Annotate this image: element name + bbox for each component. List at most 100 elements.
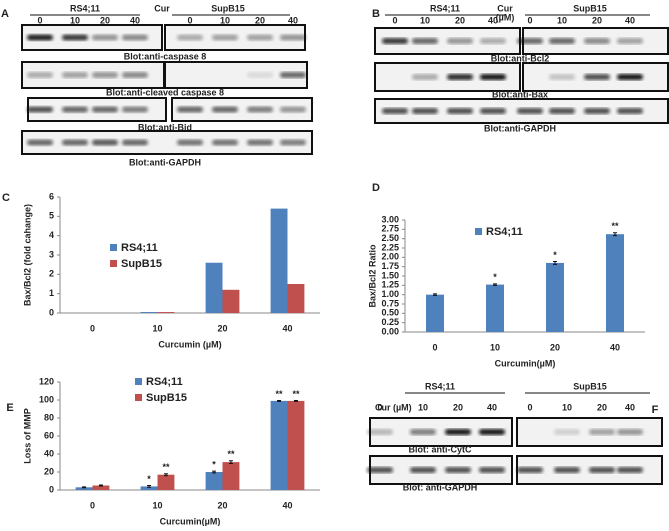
- error-bar: [82, 486, 87, 489]
- band: [410, 467, 436, 473]
- y-tick-label: 40: [44, 448, 54, 458]
- y-tick-label: 20: [44, 466, 54, 476]
- bar: [287, 284, 305, 313]
- bar: [205, 262, 223, 313]
- x-tick-label: 0: [90, 323, 95, 333]
- band: [92, 106, 118, 113]
- y-tick-label: 1.25: [381, 280, 399, 290]
- band: [367, 429, 393, 435]
- lane-label: 40: [488, 15, 498, 25]
- lane-label: 20: [255, 15, 265, 25]
- lane-label: 0: [187, 15, 192, 25]
- band: [480, 38, 506, 44]
- lane-label: 10: [562, 402, 572, 412]
- band: [447, 108, 473, 114]
- band: [27, 34, 53, 41]
- band: [382, 108, 408, 114]
- lane-label: 20: [100, 15, 110, 25]
- y-tick-label: 1.75: [381, 261, 399, 271]
- y-axis-title: Bax/Bcl2 Ratio: [367, 244, 377, 308]
- cell-line-label: RS4;11: [70, 3, 100, 13]
- bar: [140, 312, 158, 313]
- band: [617, 429, 643, 435]
- lane-label: 10: [220, 15, 230, 25]
- bar: [486, 284, 504, 332]
- x-tick-label: 40: [282, 323, 292, 333]
- bar: [92, 485, 110, 490]
- legend-label: RS4;11: [146, 376, 183, 388]
- cell-line-label: SupB15: [573, 3, 607, 13]
- band: [280, 34, 306, 41]
- significance: **: [292, 389, 300, 399]
- significance: *: [493, 272, 497, 282]
- y-tick-label: 0.25: [381, 317, 399, 327]
- y-tick-label: 2.00: [381, 252, 399, 262]
- band: [122, 106, 148, 113]
- band: [412, 74, 438, 80]
- bar: [546, 262, 564, 332]
- y-tick-label: 100: [39, 394, 54, 404]
- error-bar: [147, 485, 152, 488]
- y-axis-title: Loss of MMP: [22, 408, 32, 464]
- blot-frame: [21, 130, 313, 155]
- band: [479, 467, 505, 473]
- error-bar: [277, 399, 282, 402]
- band: [445, 429, 471, 435]
- bar: [157, 312, 175, 313]
- band: [410, 429, 436, 435]
- bar: [205, 472, 223, 490]
- band: [584, 38, 610, 44]
- cell-line-label: RS4;11: [430, 3, 460, 13]
- band: [212, 106, 238, 113]
- band: [247, 34, 273, 41]
- error-bar: [293, 399, 298, 402]
- band: [92, 34, 118, 41]
- band: [447, 38, 473, 44]
- band: [122, 72, 148, 78]
- band: [549, 108, 575, 114]
- x-tick-label: 10: [152, 323, 162, 333]
- bar: [606, 234, 624, 332]
- lane-label: 20: [592, 15, 602, 25]
- panel-letter: F: [652, 404, 659, 416]
- blot-label: Blot:anti-GAPDH: [129, 157, 201, 167]
- blot-label: Blot:anti-Bid: [138, 122, 192, 132]
- lane-label: 0: [37, 15, 42, 25]
- lane-label: 40: [487, 402, 497, 412]
- legend-swatch: [110, 244, 117, 251]
- band: [480, 108, 506, 114]
- y-tick-label: 1.00: [381, 289, 399, 299]
- legend-swatch: [475, 228, 482, 235]
- band: [382, 38, 408, 44]
- legend-label: RS4;11: [486, 226, 523, 238]
- y-tick-label: 0.75: [381, 298, 399, 308]
- y-tick-label: 2: [49, 269, 54, 279]
- lane-label: 40: [625, 15, 635, 25]
- y-tick-label: 5: [49, 211, 54, 221]
- bar: [222, 289, 240, 313]
- y-tick-label: 0.00: [381, 326, 399, 336]
- band: [212, 34, 238, 41]
- band: [280, 106, 306, 113]
- band: [480, 74, 506, 80]
- band: [412, 108, 438, 114]
- y-tick-label: 3: [49, 249, 54, 259]
- dose-unit: (µM): [496, 12, 515, 22]
- significance: *: [212, 459, 216, 469]
- bar: [75, 487, 93, 490]
- dose-label: Cur (µM): [375, 402, 412, 412]
- legend-label: RS4;11: [121, 242, 158, 254]
- bar: [157, 474, 175, 490]
- band: [177, 34, 203, 41]
- band: [62, 139, 88, 146]
- band: [177, 106, 203, 113]
- band: [617, 74, 643, 80]
- band: [122, 34, 148, 41]
- panel-letter: D: [372, 182, 380, 194]
- band: [584, 74, 610, 80]
- legend-swatch: [135, 394, 142, 401]
- error-bar: [228, 460, 233, 464]
- cell-line-label: SupB15: [573, 381, 607, 391]
- blot-label: Blot:anti-Bcl2: [491, 53, 550, 63]
- blot-label: Blot:anti-caspase 8: [124, 51, 207, 61]
